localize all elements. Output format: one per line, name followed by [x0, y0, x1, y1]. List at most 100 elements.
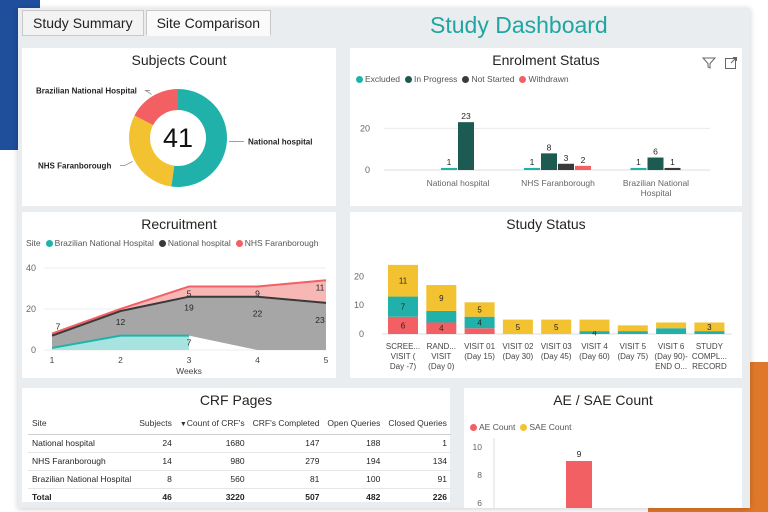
legend-dot	[158, 239, 166, 247]
bar-segment[interactable]	[579, 319, 610, 332]
bar-segment[interactable]	[694, 331, 725, 334]
focus-mode-icon[interactable]	[724, 56, 738, 70]
bar-segment[interactable]	[694, 322, 725, 332]
x-tick-label: STUDY	[696, 342, 724, 351]
pie-slice[interactable]	[171, 89, 228, 187]
legend-dot	[462, 75, 470, 83]
bar-segment[interactable]	[426, 310, 457, 323]
bar-segment[interactable]	[464, 302, 495, 317]
cell-subjects: 14	[135, 452, 176, 471]
y-tick-label: 20	[26, 304, 36, 314]
bar-value-label: 5	[516, 323, 521, 332]
legend-label: In Progress	[413, 74, 458, 84]
bar-segment[interactable]	[388, 316, 418, 334]
x-tick-label: SCREE...	[386, 342, 420, 351]
area-brazilian-national-hospital[interactable]	[52, 335, 189, 350]
bar-value-label: 23	[461, 111, 471, 121]
bar[interactable]	[630, 167, 647, 170]
bar-ae-count[interactable]	[566, 461, 592, 508]
bar-segment[interactable]	[579, 331, 610, 334]
y-tick-label: 40	[26, 263, 36, 273]
page-tabs: Study Summary Site Comparison	[22, 10, 273, 36]
bar-value-label: 1	[530, 157, 535, 167]
legend-label: AE Count	[479, 422, 516, 432]
bar[interactable]	[524, 167, 540, 170]
bar[interactable]	[647, 157, 664, 170]
bar-segment[interactable]	[617, 331, 648, 334]
ae-sae-legend: AE Count SAE Count	[470, 422, 576, 432]
bar-value-label: 5	[477, 306, 482, 315]
column-header-subjects[interactable]: Subjects	[135, 412, 176, 435]
sort-desc-icon: ▼	[179, 420, 187, 428]
y-tick-label: 10	[473, 442, 483, 452]
cell-site: National hospital	[28, 434, 136, 453]
y-tick-label: 10	[354, 300, 364, 310]
table-row: Brazilian National Hospital 8 560 81 100…	[28, 470, 451, 489]
bar[interactable]	[441, 167, 457, 170]
tab-study-summary[interactable]: Study Summary	[22, 10, 144, 36]
cell-total-closed-queries: 226	[384, 487, 451, 506]
legend-label: National hospital	[167, 238, 231, 248]
cell-site: Brazilian National Hospital	[28, 470, 136, 489]
bar-segment[interactable]	[388, 296, 418, 317]
column-header-site[interactable]: Site	[28, 412, 136, 435]
pie-slice[interactable]	[128, 115, 175, 187]
bar-segment[interactable]	[464, 316, 495, 329]
data-label: 19	[184, 303, 194, 313]
slice-label: National hospital	[248, 137, 312, 146]
bar-segment[interactable]	[502, 319, 533, 334]
cell-subjects: 24	[135, 434, 176, 453]
x-tick-label: COMPL...	[692, 352, 727, 361]
cell-subjects: 8	[135, 470, 176, 489]
filter-icon[interactable]	[702, 56, 716, 70]
x-tick-label: 2	[118, 355, 123, 365]
crf-pages-card: CRF Pages Site Subjects ▼Count of CRF's …	[22, 388, 451, 506]
column-header-open-queries[interactable]: Open Queries	[323, 412, 385, 435]
cell-open-queries: 194	[323, 452, 385, 471]
bar-segment[interactable]	[617, 325, 648, 332]
bar-segment[interactable]	[426, 322, 457, 334]
legend-item-brazilian: Brazilian National Hospital	[45, 238, 154, 248]
bar-segment[interactable]	[426, 285, 457, 311]
data-label: 12	[116, 317, 126, 327]
leader-line	[120, 161, 133, 166]
bar-value-label: 1	[670, 157, 675, 167]
area-national-hospital[interactable]	[52, 296, 326, 350]
bar-value-label: 6	[401, 321, 406, 330]
bar[interactable]	[575, 165, 591, 170]
study-status-card: Study Status 0 10 20 6 7 11 SCREE... VISIT (Day…	[350, 212, 742, 378]
y-tick-label: 6	[477, 498, 482, 508]
x-tick-label: NHS Faranborough	[521, 178, 595, 188]
legend-item-national: National hospital	[158, 238, 231, 248]
x-tick-label: VISIT 02	[502, 342, 534, 351]
bar[interactable]	[458, 122, 474, 170]
x-tick-label: (Day 45)	[541, 352, 572, 361]
column-header-count-crfs[interactable]: ▼Count of CRF's	[175, 412, 249, 435]
area-nhs-faranborough[interactable]	[52, 280, 326, 336]
column-header-crfs-completed[interactable]: CRF's Completed	[248, 412, 324, 435]
bar-segment[interactable]	[541, 319, 572, 334]
x-tick-label: (Day 0)	[428, 362, 455, 371]
cell-open-queries: 100	[323, 470, 385, 489]
legend-dot	[470, 423, 477, 431]
bar-segment[interactable]	[464, 328, 495, 334]
legend-label: Withdrawn	[528, 74, 569, 84]
tab-site-comparison[interactable]: Site Comparison	[145, 10, 272, 36]
bar[interactable]	[558, 163, 574, 170]
bar-value-label: 4	[477, 318, 482, 327]
crf-pages-title: CRF Pages	[199, 392, 273, 408]
bar-value-label: 4	[439, 324, 444, 333]
bar-value-label: 9	[439, 294, 444, 303]
legend-item-withdrawn: Withdrawn	[519, 74, 569, 84]
bar[interactable]	[541, 153, 557, 170]
bar-segment[interactable]	[388, 264, 418, 297]
x-tick-label: (Day 30)	[503, 352, 534, 361]
table-total-row: Total 46 3220 507 482 226	[28, 487, 451, 506]
ae-sae-count-title: AE / SAE Count	[553, 392, 653, 408]
pie-slice[interactable]	[134, 89, 178, 126]
bar-segment[interactable]	[656, 328, 687, 334]
column-header-closed-queries[interactable]: Closed Queries	[384, 412, 451, 435]
bar-value-label: 8	[547, 142, 552, 152]
bar[interactable]	[664, 167, 681, 170]
bar-segment[interactable]	[656, 322, 687, 329]
